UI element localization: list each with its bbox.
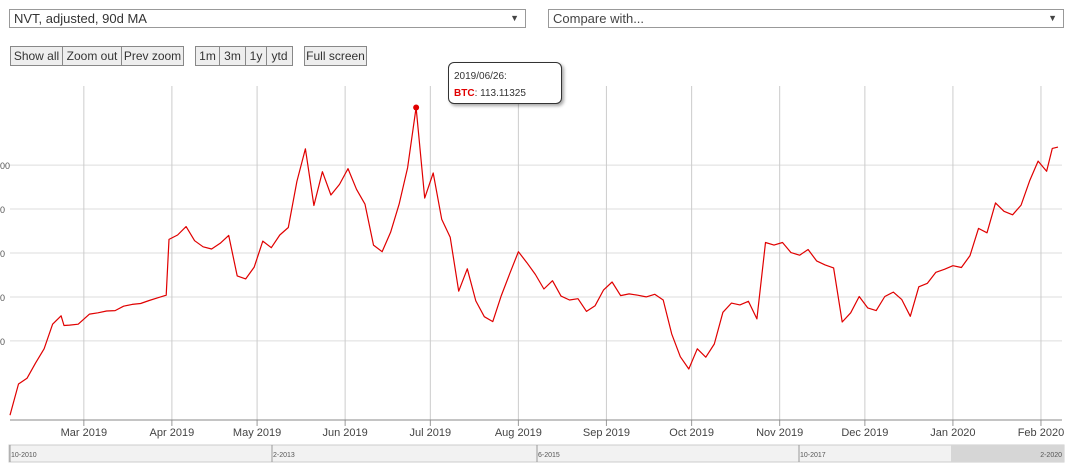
x-tick-label: Apr 2019 <box>150 427 195 439</box>
metric-select[interactable]: NVT, adjusted, 90d MA ▼ <box>9 9 526 28</box>
x-tick-label: Nov 2019 <box>756 427 803 439</box>
y-tick-label: 70 <box>0 293 5 303</box>
range-3m-button[interactable]: 3m <box>219 46 246 66</box>
range-ytd-button[interactable]: ytd <box>266 46 293 66</box>
zoom-out-button[interactable]: Zoom out <box>62 46 122 66</box>
tooltip: 2019/06/26: BTC: 113.11325 <box>448 62 562 104</box>
y-tick-label: 90 <box>0 205 5 215</box>
navigator-label: 6-2015 <box>538 452 560 459</box>
chevron-down-icon: ▼ <box>1048 13 1057 23</box>
tooltip-series-name: BTC <box>454 88 475 99</box>
chevron-down-icon: ▼ <box>510 13 519 23</box>
navigator-label: 2-2013 <box>273 452 295 459</box>
x-tick-label: Dec 2019 <box>841 427 888 439</box>
navigator-label: 2-2020 <box>1040 452 1062 459</box>
x-tick-label: Mar 2019 <box>61 427 107 439</box>
navigator-label: 10-2010 <box>11 452 37 459</box>
range-1y-button[interactable]: 1y <box>245 46 267 66</box>
metric-select-value: NVT, adjusted, 90d MA <box>14 11 147 26</box>
y-tick-label: 60 <box>0 337 5 347</box>
x-tick-label: Sep 2019 <box>583 427 630 439</box>
tooltip-value: 113.11325 <box>480 88 526 99</box>
series-line <box>9 106 1059 416</box>
highlight-point <box>413 104 420 111</box>
prev-zoom-button[interactable]: Prev zoom <box>121 46 184 66</box>
x-tick-label: May 2019 <box>233 427 281 439</box>
show-all-button[interactable]: Show all <box>10 46 63 66</box>
y-tick-label: 100 <box>0 161 10 171</box>
y-tick-label: 80 <box>0 249 5 259</box>
compare-select[interactable]: Compare with... ▼ <box>548 9 1064 28</box>
x-tick-label: Jun 2019 <box>322 427 367 439</box>
x-tick-label: Aug 2019 <box>495 427 542 439</box>
x-tick-label: Jan 2020 <box>930 427 975 439</box>
compare-select-placeholder: Compare with... <box>553 11 645 26</box>
x-tick-label: Feb 2020 <box>1018 427 1064 439</box>
navigator-label: 10-2017 <box>800 452 826 459</box>
tooltip-date: 2019/06/26: <box>454 71 507 82</box>
navigator-selected-range <box>951 445 1064 462</box>
full-screen-button[interactable]: Full screen <box>304 46 367 66</box>
x-tick-label: Jul 2019 <box>410 427 452 439</box>
x-tick-label: Oct 2019 <box>669 427 714 439</box>
